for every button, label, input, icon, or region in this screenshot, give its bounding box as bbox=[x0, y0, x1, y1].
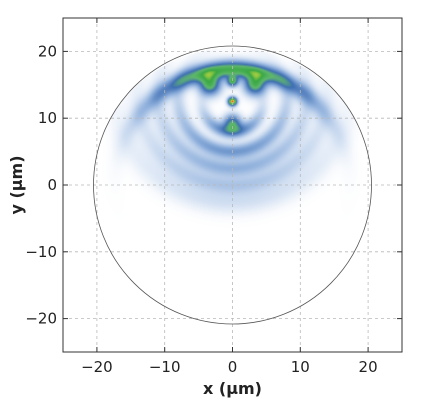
axis-ticks bbox=[63, 18, 402, 352]
x-tick-labels: −20 −10 0 10 20 bbox=[81, 358, 378, 376]
x-tick-label: 0 bbox=[228, 358, 238, 376]
y-tick-labels: −20 −10 0 10 20 bbox=[25, 42, 57, 327]
boundary-circle bbox=[93, 45, 372, 325]
y-axis-label: y (μm) bbox=[7, 155, 26, 214]
x-tick-label: 20 bbox=[359, 358, 378, 376]
x-tick-label: −20 bbox=[81, 358, 113, 376]
grid-lines bbox=[63, 18, 402, 352]
y-tick-label: −20 bbox=[25, 310, 57, 328]
y-tick-label: 10 bbox=[38, 109, 57, 127]
x-tick-label: 10 bbox=[291, 358, 310, 376]
x-tick-label: −10 bbox=[149, 358, 181, 376]
y-tick-label: 0 bbox=[47, 176, 57, 194]
y-tick-label: 20 bbox=[38, 42, 57, 60]
y-tick-label: −10 bbox=[25, 243, 57, 261]
x-axis-label: x (μm) bbox=[203, 379, 262, 398]
